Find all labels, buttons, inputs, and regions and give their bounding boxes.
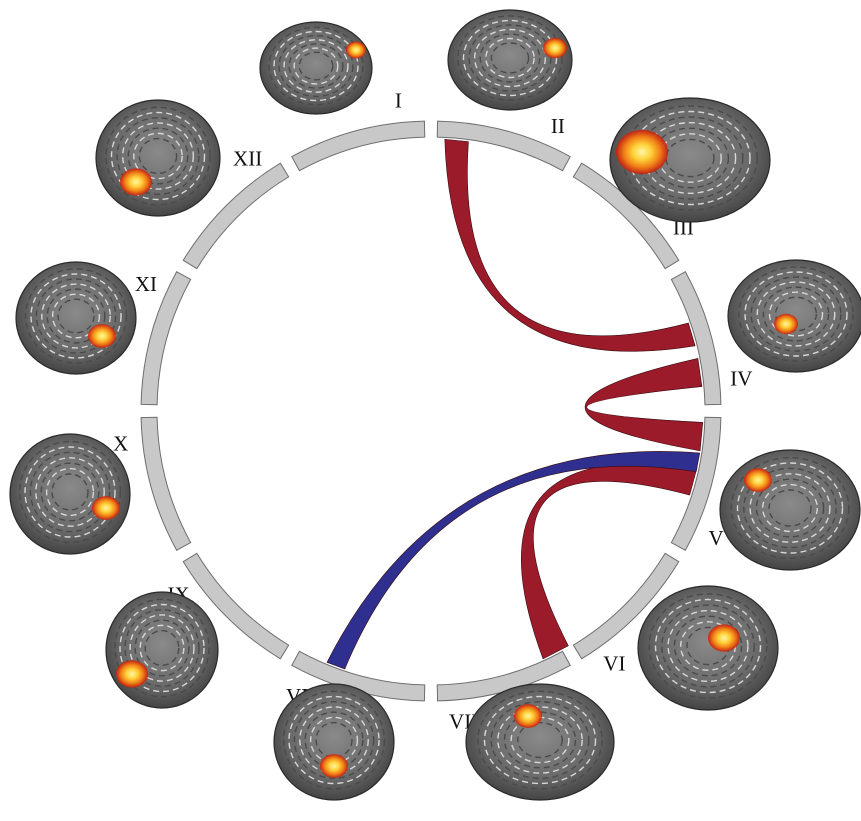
brain-thumbnails [9,9,861,801]
segment-ring [140,120,722,702]
segment-xi [140,271,192,406]
connection-iv-v [585,358,704,452]
brain-thumbnail-viii [273,683,395,801]
segment-label-vi: VI [603,651,625,675]
brain-thumbnail-iii [609,97,771,223]
brain-thumbnail-ii [447,9,573,111]
segment-ii [436,120,571,172]
connection-v-vii [521,462,698,660]
segment-vi [572,552,680,660]
brain-thumbnail-x [9,433,131,555]
segment-label-x: X [113,432,128,456]
segment-v [670,416,722,551]
connection-ii-iv [444,139,696,352]
brain-thumbnail-xii [95,99,221,217]
segment-label-iv: IV [730,366,752,390]
brain-thumbnail-iv [727,259,861,373]
brain-thumbnail-vii [465,683,615,801]
segment-iii [572,162,680,270]
segment-label-v: V [708,526,723,550]
brain-thumbnail-i [259,21,373,115]
connections [326,139,704,670]
segment-x [140,416,192,551]
segment-iv [670,271,722,406]
segment-label-ii: II [551,114,565,138]
brain-thumbnail-v [719,449,861,571]
segment-label-i: I [395,89,402,113]
brain-thumbnail-ix [105,591,219,709]
connection-v-viii [326,451,701,670]
segment-ix [182,552,290,660]
brain-thumbnail-xi [15,261,137,375]
brain-thumbnail-vi [637,585,779,711]
segment-viii [291,650,426,702]
segment-label-xi: XI [135,272,157,296]
segment-label-xii: XII [233,147,262,171]
segment-i [291,120,426,172]
segment-xii [182,162,290,270]
